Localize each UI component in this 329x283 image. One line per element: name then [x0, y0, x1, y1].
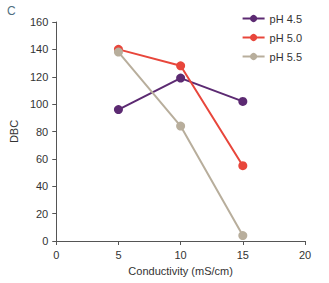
svg-text:20: 20 [299, 249, 311, 261]
svg-text:C: C [7, 4, 16, 18]
svg-text:5: 5 [115, 249, 121, 261]
svg-text:40: 40 [36, 180, 48, 192]
svg-text:0: 0 [53, 249, 59, 261]
svg-text:15: 15 [237, 249, 249, 261]
svg-text:DBC: DBC [8, 120, 20, 143]
svg-text:10: 10 [175, 249, 187, 261]
svg-text:20: 20 [36, 208, 48, 220]
svg-text:pH 5.5: pH 5.5 [270, 51, 302, 63]
svg-text:80: 80 [36, 126, 48, 138]
svg-text:120: 120 [30, 71, 48, 83]
svg-text:140: 140 [30, 43, 48, 55]
svg-text:0: 0 [42, 235, 48, 247]
svg-text:60: 60 [36, 153, 48, 165]
svg-text:100: 100 [30, 98, 48, 110]
svg-text:160: 160 [30, 16, 48, 28]
svg-text:Conductivity (mS/cm): Conductivity (mS/cm) [128, 265, 233, 277]
svg-text:pH 5.0: pH 5.0 [270, 32, 302, 44]
svg-text:pH 4.5: pH 4.5 [270, 13, 302, 25]
